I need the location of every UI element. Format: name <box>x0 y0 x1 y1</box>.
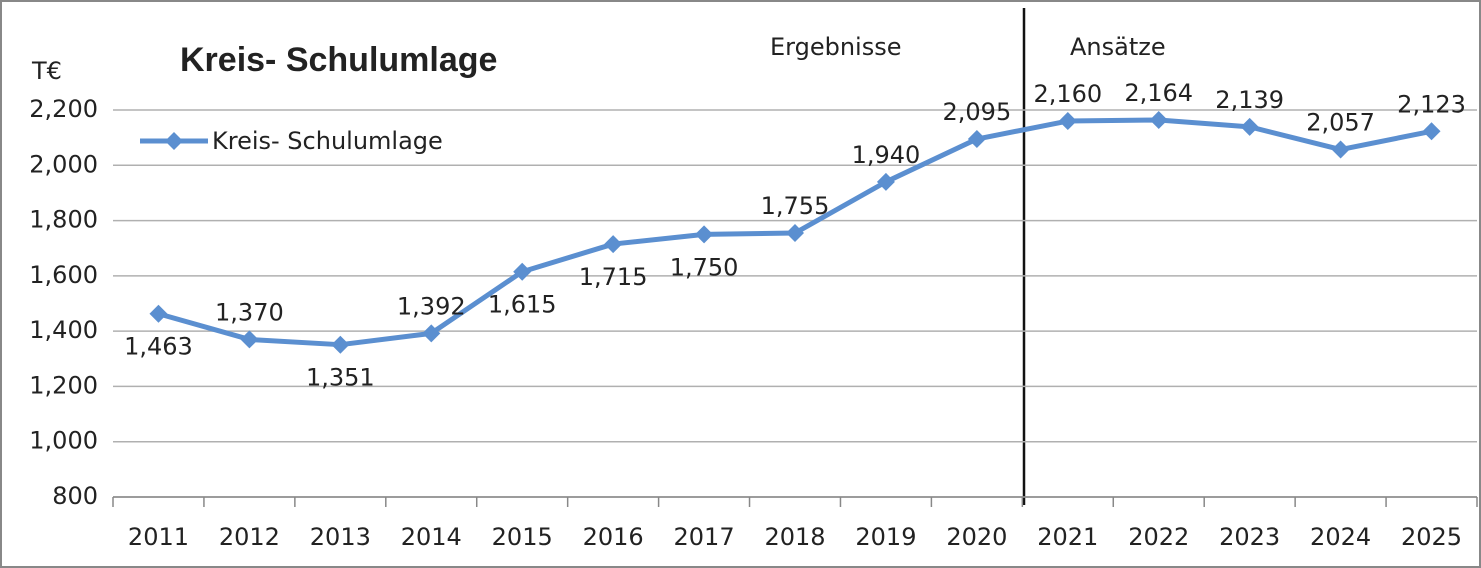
marker <box>604 235 623 254</box>
data-label: 1,370 <box>215 298 284 326</box>
data-label: 1,750 <box>670 253 739 281</box>
data-label: 1,755 <box>761 192 830 220</box>
x-tick-label: 2024 <box>1310 523 1371 551</box>
x-tick-label: 2018 <box>764 523 825 551</box>
chart-title: Kreis- Schulumlage <box>180 41 497 79</box>
marker <box>422 324 441 343</box>
y-tick-label: 1,200 <box>29 371 98 399</box>
marker <box>240 330 259 349</box>
marker <box>876 172 895 191</box>
marker <box>1422 122 1441 141</box>
x-tick-label: 2019 <box>855 523 916 551</box>
y-tick-label: 1,600 <box>29 261 98 289</box>
x-tick-label: 2014 <box>401 523 462 551</box>
data-label: 1,615 <box>488 291 557 319</box>
x-tick-label: 2012 <box>219 523 280 551</box>
marker <box>1240 117 1259 136</box>
marker <box>967 130 986 149</box>
y-tick-label: 2,200 <box>29 95 98 123</box>
legend-label: Kreis- Schulumlage <box>212 127 443 155</box>
marker <box>1058 112 1077 131</box>
y-tick-label: 1,800 <box>29 206 98 234</box>
data-label: 2,160 <box>1033 80 1102 108</box>
marker <box>1331 140 1350 159</box>
marker <box>695 225 714 244</box>
x-tick-label: 2023 <box>1219 523 1280 551</box>
data-label: 2,139 <box>1215 86 1284 114</box>
data-label: 1,392 <box>397 292 466 320</box>
data-label: 1,715 <box>579 263 648 291</box>
x-tick-label: 2017 <box>674 523 735 551</box>
marker <box>786 224 804 243</box>
y-tick-label: 800 <box>52 482 98 510</box>
legend-marker <box>165 132 183 150</box>
y-tick-label: 1,000 <box>29 427 98 455</box>
y-tick-label: 2,000 <box>29 150 98 178</box>
x-tick-label: 2021 <box>1037 523 1098 551</box>
data-label: 2,123 <box>1397 90 1466 118</box>
y-tick-label: 1,400 <box>29 316 98 344</box>
marker <box>513 262 532 281</box>
x-tick-label: 2020 <box>946 523 1007 551</box>
data-label: 1,463 <box>124 333 193 361</box>
annotation: Ergebnisse <box>770 33 902 61</box>
data-label: 2,164 <box>1124 79 1193 107</box>
data-label: 2,057 <box>1306 109 1375 137</box>
data-label: 1,351 <box>306 364 375 392</box>
x-tick-label: 2025 <box>1401 523 1462 551</box>
x-tick-label: 2015 <box>492 523 553 551</box>
x-tick-label: 2011 <box>128 523 189 551</box>
x-tick-label: 2016 <box>583 523 644 551</box>
x-tick-label: 2013 <box>310 523 371 551</box>
data-label: 1,940 <box>852 141 921 169</box>
data-label: 2,095 <box>943 98 1012 126</box>
marker <box>1149 110 1168 129</box>
marker <box>149 304 168 323</box>
y-axis-label: T€ <box>31 57 62 85</box>
annotation: Ansätze <box>1070 33 1166 61</box>
x-tick-label: 2022 <box>1128 523 1189 551</box>
marker <box>331 335 350 354</box>
